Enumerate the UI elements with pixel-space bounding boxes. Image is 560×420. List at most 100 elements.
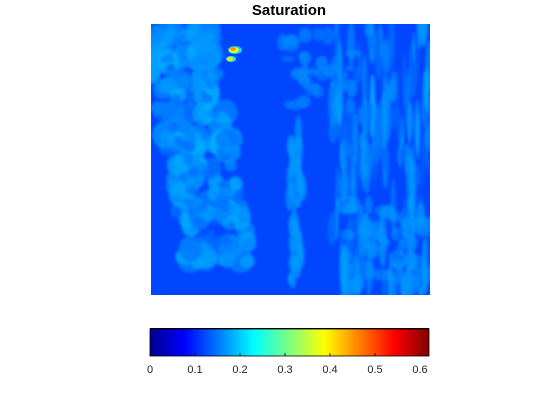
heatmap-blob [401, 216, 411, 237]
heatmap-blob [357, 106, 363, 125]
heatmap-blob [200, 129, 212, 141]
heatmap-blob [168, 122, 178, 134]
heatmap-blob [298, 51, 307, 60]
colorbar-axis: 0 0.1 0.2 0.3 0.4 0.5 0.6 [147, 328, 430, 376]
heatmap-blob [189, 59, 205, 72]
heatmap-blob [397, 144, 403, 168]
heatmap-blob [346, 79, 358, 97]
heatmap-blob [195, 204, 207, 212]
heatmap-blob [294, 216, 300, 239]
heatmap-blob [349, 277, 365, 290]
heatmap-blob [419, 24, 428, 47]
heatmap-blob [215, 234, 222, 246]
heatmap-blob [305, 88, 321, 96]
heatmap-blob [187, 169, 200, 179]
heatmap-blob [424, 125, 430, 150]
heatmap-blob [345, 65, 355, 72]
heatmap-blob [364, 196, 373, 214]
heatmap-blob [357, 218, 376, 240]
heatmap-blob [175, 67, 186, 75]
heatmap-blob [352, 112, 359, 167]
heatmap-blob [420, 139, 424, 190]
heatmap-blob [215, 129, 238, 149]
heatmap-blob [388, 28, 395, 71]
heatmap-blob [189, 38, 205, 47]
heatmap-blob [236, 221, 255, 240]
heatmap-blob [170, 94, 182, 103]
hotspot-mark [227, 57, 233, 61]
heatmap-blob [291, 195, 300, 209]
heatmap-blob [229, 176, 243, 191]
colorbar-tick-label: 0 [147, 364, 153, 376]
heatmap-blob [221, 198, 228, 209]
heatmap-blob [201, 93, 213, 104]
heatmap-blob [394, 67, 400, 115]
heatmap-blob [320, 27, 335, 45]
heatmap-blob [188, 208, 195, 220]
heatmap-blob [217, 179, 227, 189]
heatmap-blob [382, 76, 390, 114]
heatmap-blob [412, 254, 423, 271]
heatmap-blob [341, 262, 354, 279]
heatmap-blob [201, 39, 211, 54]
heatmap-blob [178, 172, 188, 182]
chart-title: Saturation [251, 2, 327, 19]
heatmap-blob [194, 216, 201, 224]
heatmap-blob [409, 143, 416, 203]
colorbar-tick-label: 0.4 [322, 364, 337, 376]
heatmap-blob [366, 144, 374, 169]
heatmap-blob [189, 53, 204, 63]
heatmap-blob [178, 236, 203, 262]
heatmap-blob [369, 74, 376, 107]
heatmap-features [151, 24, 430, 295]
heatmap-blob [288, 215, 296, 237]
heatmap-blob [367, 33, 377, 50]
heatmap-blob [312, 28, 324, 41]
heatmap-blob [161, 56, 168, 63]
heatmap-blob [288, 181, 296, 200]
heatmap-blob [183, 198, 194, 207]
heatmap-blob [346, 99, 354, 115]
heatmap-blob [205, 170, 217, 180]
hotspot-mark [230, 47, 236, 51]
heatmap-blob [298, 180, 307, 201]
heatmap-blob [396, 107, 403, 151]
heatmap-blob [391, 226, 400, 241]
heatmap-blob [408, 39, 418, 99]
heatmap-blob [327, 212, 336, 247]
heatmap-plot [151, 24, 430, 295]
saturation-image [151, 24, 430, 295]
heatmap-blob [373, 228, 385, 242]
heatmap-blob [210, 55, 222, 65]
heatmap-blob [392, 269, 405, 285]
heatmap-blob [377, 101, 384, 162]
heatmap-blob [315, 67, 330, 81]
heatmap-blob [368, 239, 377, 256]
heatmap-blob [282, 35, 300, 52]
heatmap-blob [315, 55, 328, 70]
colorbar-tick-label: 0.1 [187, 364, 202, 376]
heatmap-blob [349, 153, 357, 198]
heatmap-blob [170, 43, 178, 53]
heatmap-blob [223, 235, 233, 247]
heatmap-blob [361, 135, 365, 192]
heatmap-blob [427, 159, 430, 176]
heatmap-blob [406, 275, 421, 295]
heatmap-blob [193, 79, 207, 91]
heatmap-blob [166, 53, 174, 63]
colorbar-gradient [149, 328, 430, 357]
heatmap-blob [189, 189, 200, 196]
heatmap-blob [302, 82, 321, 91]
heatmap-blob [219, 148, 230, 161]
heatmap-blob [209, 200, 221, 208]
heatmap-blob [385, 267, 395, 284]
heatmap-blob [289, 268, 297, 289]
heatmap-blob [205, 229, 216, 239]
heatmap-blob [174, 101, 197, 128]
colorbar-tick-label: 0.5 [367, 364, 382, 376]
heatmap-blob [210, 218, 219, 226]
heatmap-blob [347, 24, 356, 66]
heatmap-blob [387, 212, 402, 223]
heatmap-blob [392, 105, 397, 128]
heatmap-blob [345, 49, 361, 58]
